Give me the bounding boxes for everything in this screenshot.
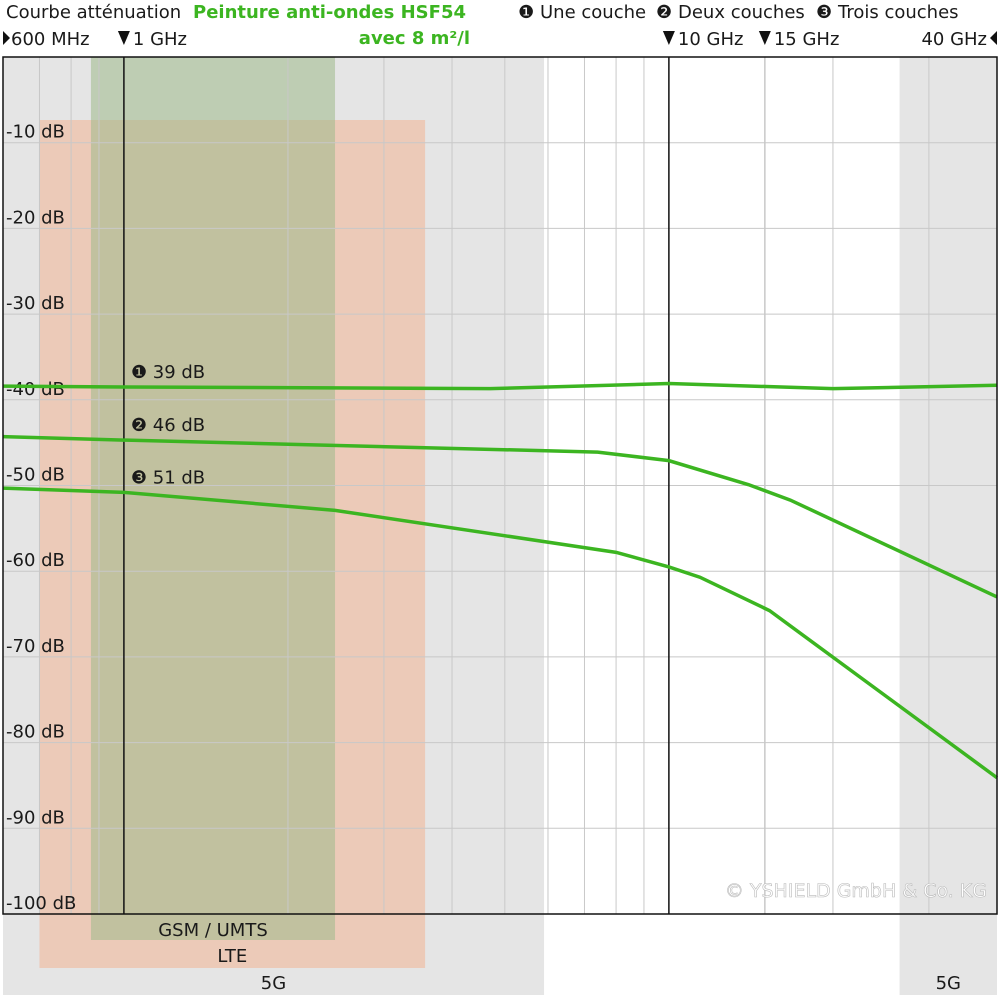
series-label: ❸ 51 dB — [131, 467, 205, 488]
legend-symbol: ❶ — [518, 2, 534, 23]
band-label: LTE — [217, 946, 247, 967]
chart-subtitle-2: avec 8 m²/l — [359, 28, 470, 49]
band-label: GSM / UMTS — [158, 920, 268, 941]
x-tick-marker — [3, 31, 10, 45]
x-tick-marker — [990, 31, 997, 45]
x-tick-label: 40 GHz — [921, 29, 987, 50]
series-line — [2, 381, 998, 391]
band-label: 5G — [936, 973, 961, 994]
y-tick-label: -90 dB — [6, 807, 65, 828]
y-tick-label: -60 dB — [6, 550, 65, 571]
x-tick-label: 10 GHz — [678, 29, 744, 50]
grid: -10 dB -20 dB -30 dB -40 dB -50 dB -60 dB -70 … — [2, 57, 997, 915]
y-tick-label: -70 dB — [6, 636, 65, 657]
y-tick-label: -80 dB — [6, 722, 65, 743]
y-tick-label: -30 dB — [6, 293, 65, 314]
band — [899, 57, 997, 995]
copyright: © YSHIELD GmbH & Co. KG — [725, 880, 987, 902]
plot-frame — [2, 56, 998, 915]
series-label: ❷ 46 dB — [131, 415, 205, 436]
series-line — [2, 486, 999, 780]
y-tick-label: -10 dB — [6, 122, 65, 143]
legend-label: Trois couches — [837, 2, 959, 23]
series-label: ❶ 39 dB — [131, 362, 205, 383]
y-tick-label: -100 dB — [6, 893, 76, 914]
x-tick-label: 600 MHz — [11, 29, 90, 50]
legend-symbol: ❸ — [816, 2, 832, 23]
lines: ❶ 39 dB ❷ 46 dB ❸ 51 dB — [2, 362, 999, 780]
chart-subtitle: Peinture anti-ondes HSF54 — [193, 2, 466, 23]
x-tick-marker — [117, 31, 130, 45]
legend-label: Une couche — [540, 2, 646, 23]
bands: 5G LTE GSM / UMTS 5G — [3, 57, 997, 995]
legend-symbol: ❷ — [656, 2, 672, 23]
band-label: 5G — [261, 973, 286, 994]
series-line — [2, 434, 998, 599]
x-tick-label: 15 GHz — [774, 29, 840, 50]
y-tick-label: -40 dB — [6, 379, 65, 400]
x-tick-marker — [758, 31, 771, 45]
chart-title: Courbe atténuation — [6, 2, 181, 23]
x-tick-label: 1 GHz — [133, 29, 187, 50]
y-tick-label: -50 dB — [6, 465, 65, 486]
legend-label: Deux couches — [678, 2, 805, 23]
x-tick-marker — [662, 31, 675, 45]
y-tick-label: -20 dB — [6, 207, 65, 228]
